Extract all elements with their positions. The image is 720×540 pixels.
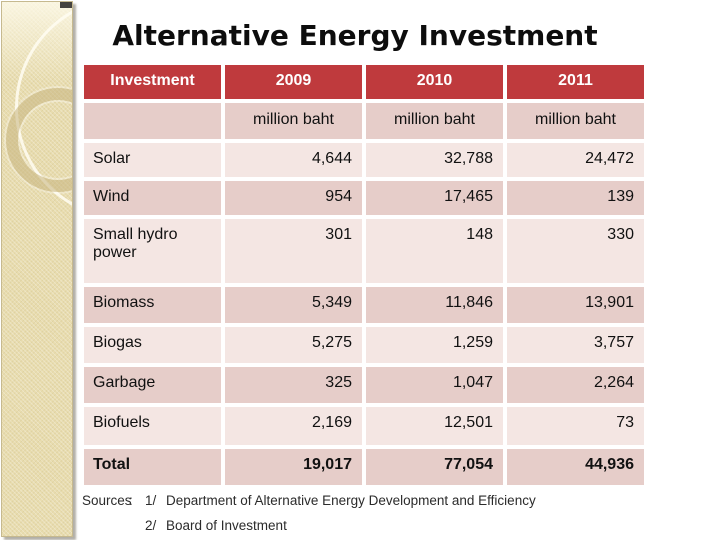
value-cell: 12,501 — [366, 407, 503, 445]
row-label: Total — [84, 449, 221, 485]
table-header-row: Investment 2009 2010 2011 — [84, 65, 644, 99]
unit-cell-2009: million baht — [225, 103, 362, 139]
value-cell: 19,017 — [225, 449, 362, 485]
column-header-2011: 2011 — [507, 65, 644, 99]
table-row-small-hydro-power: Small hydro power 301 148 330 — [84, 219, 644, 283]
strip-corner-notch — [60, 2, 72, 8]
value-cell: 11,846 — [366, 287, 503, 323]
value-cell: 4,644 — [225, 143, 362, 177]
unit-cell-2010: million baht — [366, 103, 503, 139]
row-label: Garbage — [84, 367, 221, 403]
value-cell: 139 — [507, 181, 644, 215]
value-cell: 32,788 — [366, 143, 503, 177]
value-cell: 44,936 — [507, 449, 644, 485]
value-cell: 77,054 — [366, 449, 503, 485]
table-row-wind: Wind 954 17,465 139 — [84, 181, 644, 215]
row-label: Biomass — [84, 287, 221, 323]
row-label: Small hydro power — [84, 219, 221, 283]
value-cell: 1,259 — [366, 327, 503, 363]
column-header-investment: Investment — [84, 65, 221, 99]
table-row-biogas: Biogas 5,275 1,259 3,757 — [84, 327, 644, 363]
investment-table: Investment 2009 2010 2011 million baht m… — [80, 61, 648, 489]
value-cell: 148 — [366, 219, 503, 283]
column-header-2009: 2009 — [225, 65, 362, 99]
sources-label: Sources — [82, 493, 132, 508]
source-2-text: Board of Investment — [166, 518, 287, 533]
value-cell: 24,472 — [507, 143, 644, 177]
source-line-1: Sources: 1/Department of Alternative Ener… — [82, 488, 536, 513]
unit-cell-2011: million baht — [507, 103, 644, 139]
value-cell: 3,757 — [507, 327, 644, 363]
source-1-prefix: 1/ — [145, 493, 157, 508]
value-cell: 13,901 — [507, 287, 644, 323]
value-cell: 330 — [507, 219, 644, 283]
row-label: Biofuels — [84, 407, 221, 445]
decorative-side-strip — [1, 1, 73, 537]
value-cell: 301 — [225, 219, 362, 283]
slide-title: Alternative Energy Investment — [112, 19, 598, 52]
row-label: Solar — [84, 143, 221, 177]
table-row-biomass: Biomass 5,349 11,846 13,901 — [84, 287, 644, 323]
value-cell: 5,349 — [225, 287, 362, 323]
table-row-solar: Solar 4,644 32,788 24,472 — [84, 143, 644, 177]
row-label: Wind — [84, 181, 221, 215]
value-cell: 17,465 — [366, 181, 503, 215]
value-cell: 325 — [225, 367, 362, 403]
table-row-biofuels: Biofuels 2,169 12,501 73 — [84, 407, 644, 445]
column-header-2010: 2010 — [366, 65, 503, 99]
table-row-total: Total 19,017 77,054 44,936 — [84, 449, 644, 485]
value-cell: 2,264 — [507, 367, 644, 403]
source-1-text: Department of Alternative Energy Develop… — [166, 493, 536, 508]
value-cell: 5,275 — [225, 327, 362, 363]
unit-row: million baht million baht million baht — [84, 103, 644, 139]
value-cell: 73 — [507, 407, 644, 445]
sources-colon: : — [129, 493, 133, 508]
source-2-prefix: 2/ — [145, 518, 157, 533]
value-cell: 1,047 — [366, 367, 503, 403]
unit-row-blank-cell — [84, 103, 221, 139]
table-row-garbage: Garbage 325 1,047 2,264 — [84, 367, 644, 403]
value-cell: 954 — [225, 181, 362, 215]
source-line-2: 2/Board of Investment — [82, 513, 536, 538]
value-cell: 2,169 — [225, 407, 362, 445]
row-label: Biogas — [84, 327, 221, 363]
sources-note: Sources: 1/Department of Alternative Ener… — [82, 488, 536, 538]
